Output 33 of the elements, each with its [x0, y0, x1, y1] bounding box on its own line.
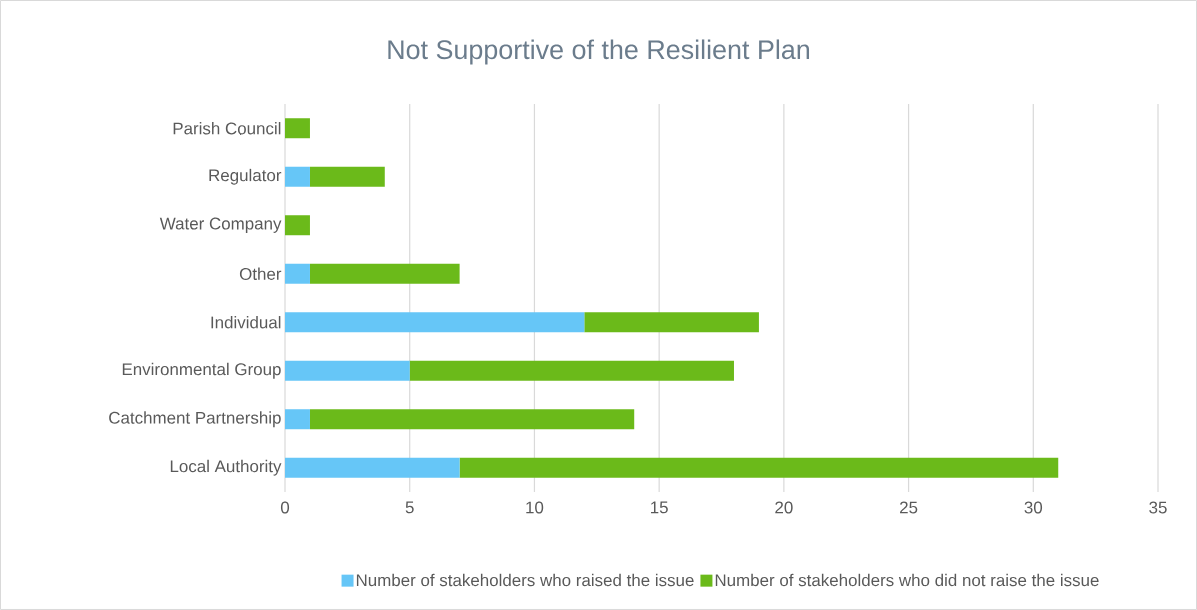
- y-tick-label: Environmental Group: [122, 362, 281, 379]
- x-tick-label: 35: [1149, 501, 1167, 514]
- bar: [285, 118, 310, 139]
- bar: [309, 409, 635, 430]
- bar: [285, 409, 310, 430]
- x-tick-label: 0: [280, 501, 290, 514]
- bar: [285, 263, 310, 284]
- y-tick-label: Water Company: [159, 217, 282, 233]
- x-tick-label: 25: [900, 501, 918, 514]
- y-tick-label: Other: [239, 267, 282, 280]
- bar: [459, 457, 1059, 478]
- bar: [285, 457, 460, 478]
- bar: [285, 166, 310, 187]
- x-tick-label: 10: [526, 501, 544, 514]
- bar: [309, 166, 385, 187]
- x-tick-label: 20: [775, 501, 793, 514]
- x-tick-label: 5: [405, 501, 414, 514]
- bar: [584, 312, 759, 333]
- chart-title: Not Supportive of the Resilient Plan: [388, 39, 810, 65]
- bar: [285, 215, 310, 236]
- legend-label: Number of stakeholders who raised the issue: [356, 573, 694, 587]
- y-tick-label: Local Authority: [170, 459, 282, 476]
- y-tick-label: Regulator: [209, 168, 282, 185]
- legend-label: Number of stakeholders who did not raise the issue: [715, 573, 1099, 587]
- bar: [309, 263, 460, 284]
- x-tick-label: 15: [651, 501, 668, 514]
- y-tick-label: Individual: [211, 316, 281, 329]
- y-tick-label: Parish Council: [173, 122, 281, 135]
- bar: [285, 360, 410, 381]
- bar: [285, 312, 585, 333]
- x-tick-label: 30: [1024, 501, 1043, 514]
- y-tick-label: Catchment Partnership: [109, 411, 281, 428]
- bar: [409, 360, 734, 381]
